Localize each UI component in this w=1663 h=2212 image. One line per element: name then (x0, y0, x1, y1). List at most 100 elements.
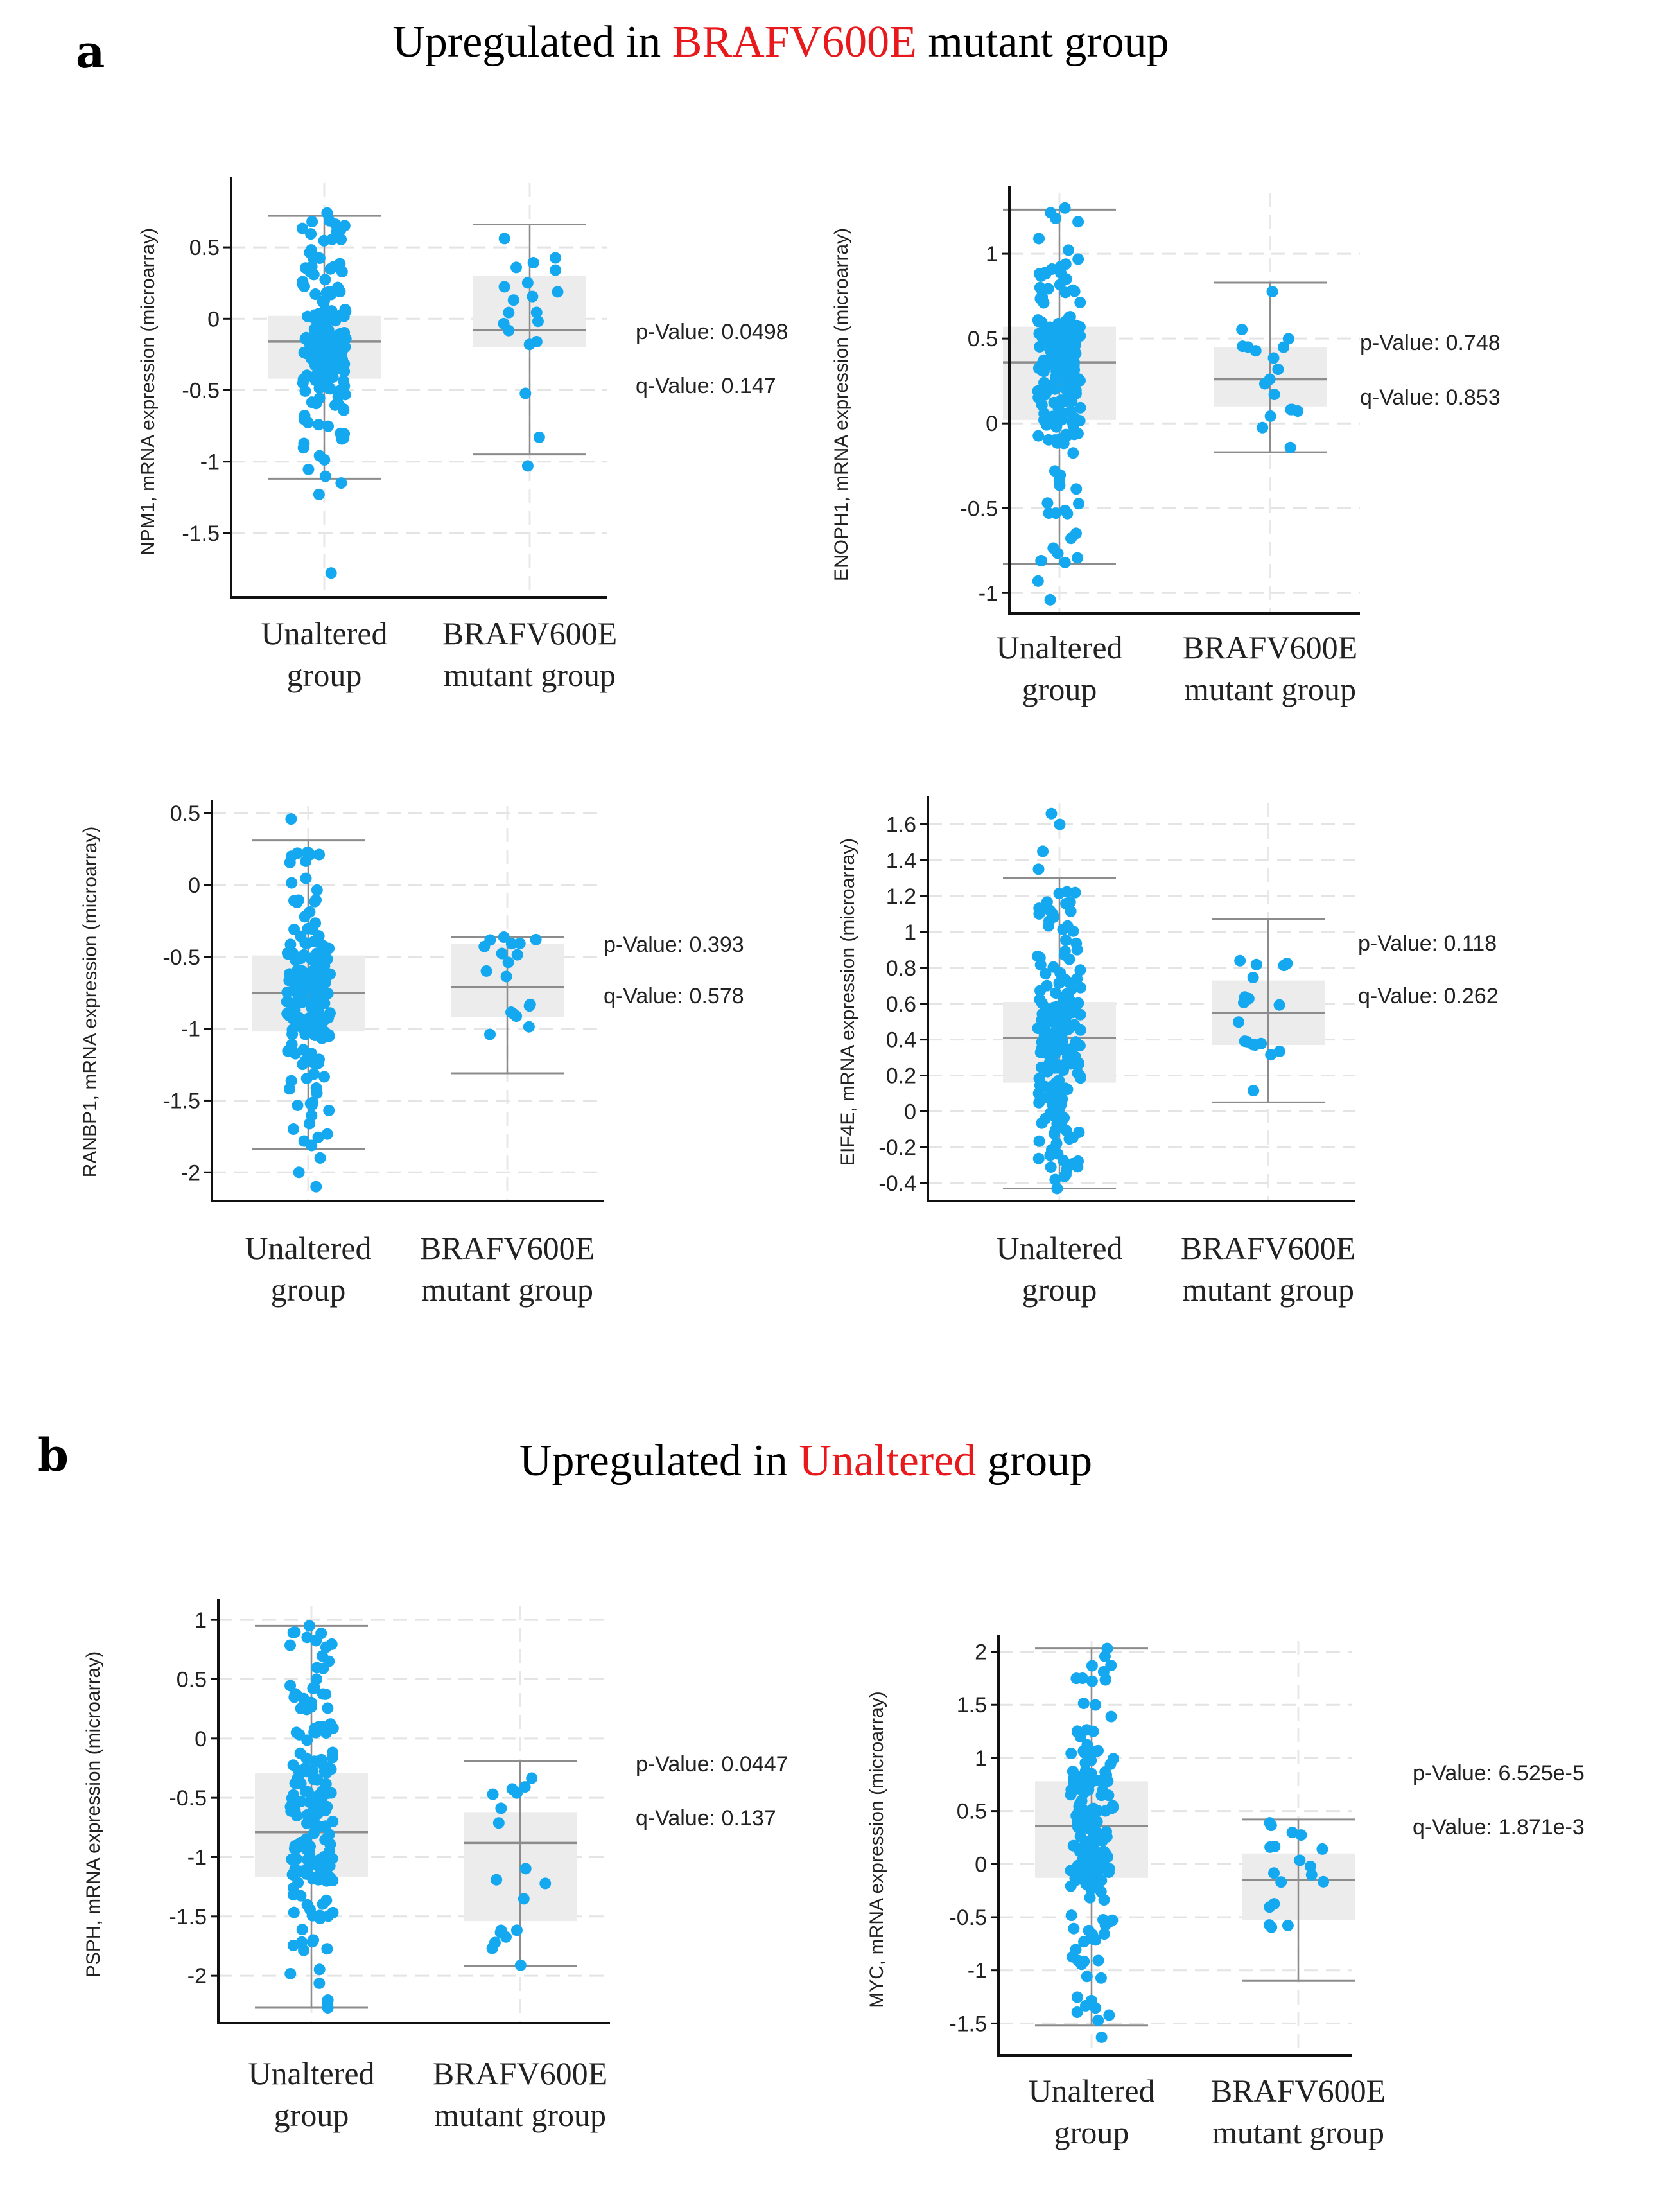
data-point (286, 1028, 299, 1040)
data-point (302, 846, 314, 858)
category-label: Unaltered (996, 1230, 1122, 1266)
data-point (323, 1104, 335, 1116)
data-point (302, 1814, 315, 1826)
data-point (1054, 1102, 1066, 1114)
data-point (1084, 1836, 1096, 1848)
data-point (1316, 1843, 1328, 1855)
section-title-a-highlight: BRAFV600E (672, 17, 917, 67)
data-point (506, 1783, 518, 1795)
data-point (478, 940, 491, 952)
data-point (306, 923, 318, 935)
data-point (1065, 1880, 1077, 1892)
data-point (1092, 1805, 1104, 1817)
data-point (533, 431, 545, 443)
data-point (1264, 373, 1276, 385)
y-tick-label: -0.5 (169, 1786, 207, 1811)
data-point (498, 317, 510, 329)
data-point (1092, 1744, 1104, 1757)
category-label: BRAFV600E (1181, 1230, 1355, 1266)
data-point (550, 264, 562, 276)
category-label: mutant group (1184, 671, 1356, 707)
y-tick-label: 1 (986, 242, 998, 267)
section-title-b-suffix: group (976, 1436, 1092, 1486)
data-point (1074, 964, 1086, 976)
y-tick-label: 0 (188, 873, 200, 898)
data-point (339, 341, 351, 353)
data-point (1080, 1851, 1092, 1863)
data-point (303, 1620, 315, 1632)
data-point (335, 233, 347, 245)
data-point (335, 477, 347, 489)
data-point (310, 1181, 322, 1193)
data-point (1094, 1775, 1106, 1787)
data-point (1064, 364, 1076, 376)
y-tick-label: 1.4 (886, 848, 916, 873)
y-tick-label: -1.5 (949, 2012, 987, 2036)
panel-letter-b: b (37, 1428, 69, 1482)
section-title-a-suffix: mutant group (917, 17, 1169, 67)
data-point (324, 1845, 336, 1857)
y-tick-label: 1 (904, 920, 916, 945)
y-axis-label: EIF4E, mRNA expression (microarray) (837, 838, 858, 1166)
q-value: q-Value: 0.137 (636, 1806, 776, 1830)
p-value: p-Value: 0.748 (1360, 331, 1501, 355)
data-point (313, 1854, 326, 1866)
data-point (1072, 552, 1084, 564)
data-point (1041, 896, 1053, 908)
data-point (1087, 1725, 1099, 1737)
data-point (1054, 433, 1066, 445)
data-point (1098, 1928, 1110, 1940)
data-point (314, 1152, 326, 1164)
data-point (1247, 972, 1259, 984)
data-point (283, 968, 295, 980)
y-tick-label: 1.6 (886, 813, 916, 838)
p-value: p-Value: 6.525e-5 (1413, 1761, 1585, 1786)
y-tick-label: 0.5 (177, 1667, 207, 1692)
data-point (1047, 542, 1059, 554)
data-point (287, 1759, 299, 1771)
data-point (313, 1721, 325, 1733)
data-point (1073, 1126, 1085, 1138)
data-point (327, 1906, 339, 1918)
data-point (288, 1906, 300, 1918)
chart-2: 1 0.5 0 -0.5 -1 ENOPH1, mRNA expression (micr… (831, 186, 1501, 707)
data-point (1065, 1909, 1077, 1922)
data-point (323, 1829, 335, 1841)
data-point (327, 1722, 339, 1734)
category-label: BRAFV600E (1211, 2073, 1386, 2109)
data-point (1069, 1057, 1081, 1069)
data-point (1036, 332, 1049, 344)
data-point (1070, 527, 1082, 540)
data-point (1092, 1859, 1104, 1871)
data-point (1105, 1710, 1117, 1723)
data-point (1294, 1854, 1306, 1866)
data-point (1278, 341, 1290, 353)
data-point (327, 261, 340, 273)
data-point (297, 222, 309, 234)
data-point (1032, 430, 1045, 442)
data-point (1047, 1049, 1059, 1062)
data-point (1061, 1084, 1074, 1096)
data-point (507, 294, 519, 306)
data-point (505, 938, 518, 950)
data-point (304, 906, 316, 918)
y-tick-label: -1 (187, 1845, 207, 1870)
data-point (304, 334, 316, 346)
y-tick-label: 1.2 (886, 884, 916, 909)
data-point (519, 1863, 532, 1875)
data-point (322, 987, 334, 999)
data-point (287, 1123, 299, 1136)
y-tick-label: -2 (187, 1964, 207, 1988)
section-title-b-highlight: Unaltered (799, 1436, 976, 1486)
data-point (1107, 1753, 1119, 1765)
data-point (313, 848, 326, 861)
data-point (521, 277, 534, 289)
data-point (306, 1110, 318, 1122)
data-point (300, 872, 312, 884)
data-point (489, 1936, 501, 1949)
data-point (317, 295, 329, 308)
y-tick-label: -0.5 (182, 379, 220, 403)
data-point (322, 309, 335, 321)
data-point (1266, 1921, 1278, 1933)
